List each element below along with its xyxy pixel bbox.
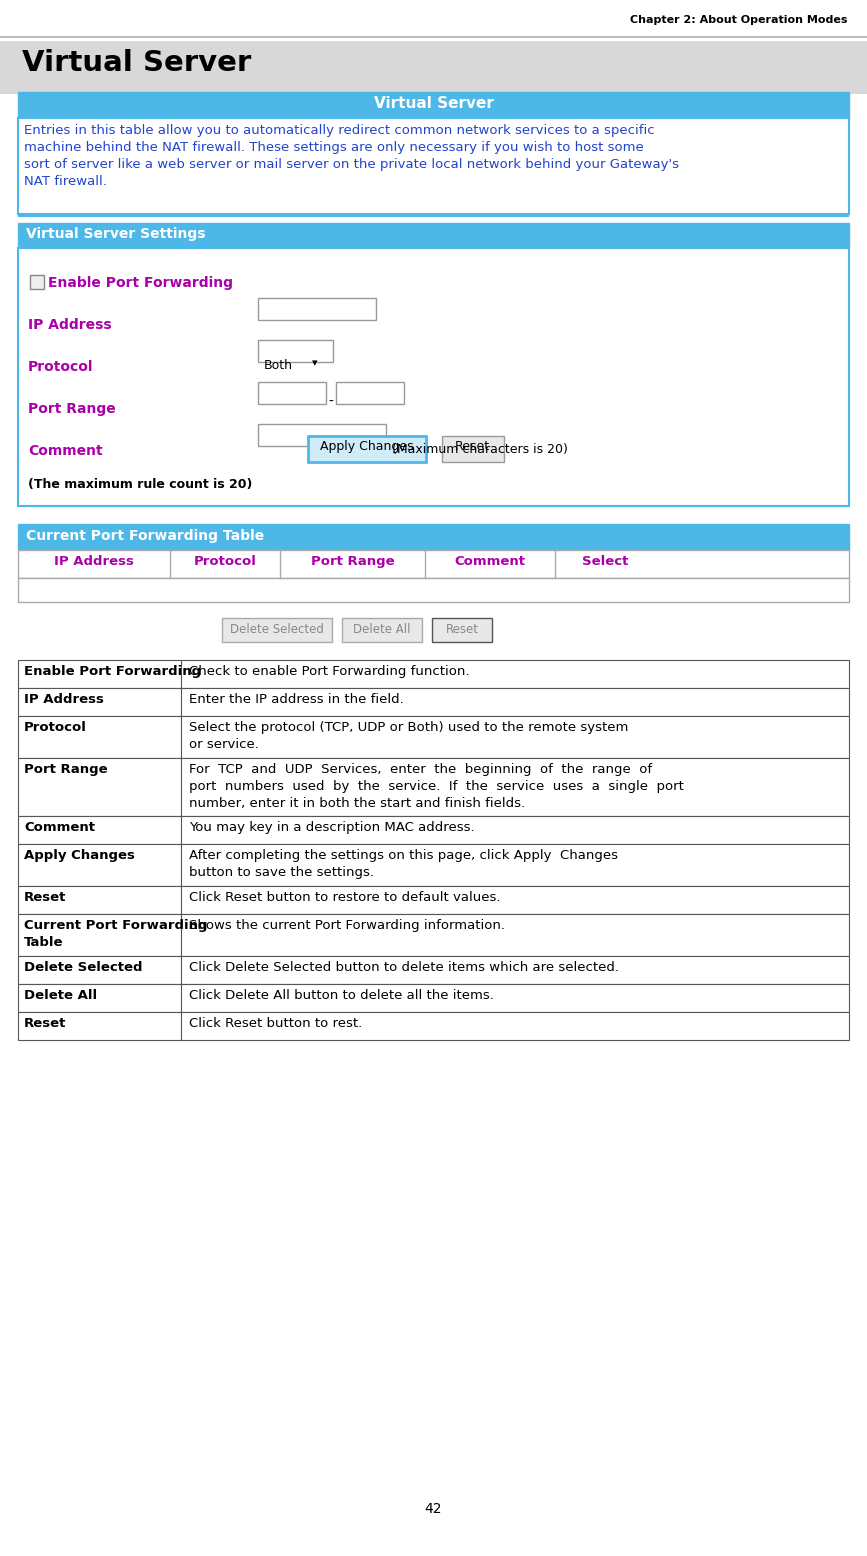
Bar (18, 758, 849, 815)
Text: Port Range: Port Range (24, 762, 108, 776)
Text: After completing the settings on this page, click Apply  Changes
button to save : After completing the settings on this pa… (189, 850, 618, 879)
Text: Port Range: Port Range (28, 401, 116, 415)
Text: Delete All: Delete All (353, 622, 411, 636)
Text: Current Port Forwarding
Table: Current Port Forwarding Table (24, 920, 207, 949)
Bar (258, 383, 326, 405)
Text: Check to enable Port Forwarding function.: Check to enable Port Forwarding function… (189, 664, 470, 678)
Text: Click Reset button to restore to default values.: Click Reset button to restore to default… (189, 892, 500, 904)
Bar (18, 955, 849, 983)
Text: Apply Changes: Apply Changes (320, 440, 414, 453)
Text: Entries in this table allow you to automatically redirect common network service: Entries in this table allow you to autom… (24, 124, 679, 188)
Bar (18, 92, 849, 118)
Text: Apply Changes: Apply Changes (24, 850, 135, 862)
Text: (The maximum rule count is 20): (The maximum rule count is 20) (28, 478, 252, 492)
Text: Virtual Server Settings: Virtual Server Settings (26, 227, 205, 241)
Bar (18, 660, 849, 688)
Bar (30, 275, 44, 289)
Bar (18, 524, 849, 549)
Text: Enable Port Forwarding: Enable Port Forwarding (24, 664, 201, 678)
Text: Enter the IP address in the field.: Enter the IP address in the field. (189, 692, 404, 706)
Bar (342, 618, 422, 643)
Text: Reset: Reset (446, 622, 479, 636)
Text: Enable Port Forwarding: Enable Port Forwarding (48, 275, 233, 289)
Bar (18, 688, 849, 716)
Text: Current Port Forwarding Table: Current Port Forwarding Table (26, 529, 264, 543)
Text: Virtual Server: Virtual Server (22, 48, 251, 76)
Text: Reset: Reset (455, 440, 490, 453)
Bar (258, 423, 386, 447)
Bar (18, 843, 849, 885)
Text: Click Reset button to rest.: Click Reset button to rest. (189, 1018, 362, 1030)
Bar (18, 215, 849, 216)
Bar (18, 983, 849, 1011)
Bar (18, 1011, 849, 1039)
Text: Reset: Reset (24, 892, 67, 904)
Bar (18, 815, 849, 843)
Text: Select the protocol (TCP, UDP or Both) used to the remote system
or service.: Select the protocol (TCP, UDP or Both) u… (189, 720, 629, 752)
Text: Protocol: Protocol (193, 555, 257, 568)
Bar (18, 223, 849, 247)
Text: Click Delete All button to delete all the items.: Click Delete All button to delete all th… (189, 990, 494, 1002)
Text: Comment: Comment (24, 822, 95, 834)
Bar (0, 36, 867, 37)
Bar (0, 40, 867, 93)
Text: 42: 42 (425, 1502, 442, 1516)
Text: Protocol: Protocol (28, 359, 94, 373)
Text: Port Range: Port Range (310, 555, 394, 568)
Text: You may key in a description MAC address.: You may key in a description MAC address… (189, 822, 474, 834)
Text: Chapter 2: About Operation Modes: Chapter 2: About Operation Modes (630, 16, 848, 25)
Bar (308, 436, 426, 462)
Bar (441, 436, 504, 462)
Bar (18, 716, 849, 758)
Text: Comment: Comment (454, 555, 525, 568)
Bar (336, 383, 404, 405)
Text: Delete Selected: Delete Selected (24, 962, 142, 974)
Bar (258, 341, 333, 363)
Text: (Maximum characters is 20): (Maximum characters is 20) (392, 443, 568, 456)
Bar (258, 299, 376, 321)
Bar (18, 549, 849, 577)
Text: Click Delete Selected button to delete items which are selected.: Click Delete Selected button to delete i… (189, 962, 619, 974)
Bar (18, 577, 849, 602)
Bar (432, 618, 492, 643)
Text: Protocol: Protocol (24, 720, 87, 734)
Bar (18, 885, 849, 913)
Text: For  TCP  and  UDP  Services,  enter  the  beginning  of  the  range  of
port  n: For TCP and UDP Services, enter the begi… (189, 762, 684, 811)
Text: Virtual Server: Virtual Server (374, 96, 493, 110)
Text: Shows the current Port Forwarding information.: Shows the current Port Forwarding inform… (189, 920, 505, 932)
Bar (18, 913, 849, 955)
Text: Comment: Comment (28, 443, 102, 457)
Bar (18, 247, 849, 506)
Text: Delete All: Delete All (24, 990, 97, 1002)
Text: Select: Select (582, 555, 629, 568)
Text: IP Address: IP Address (24, 692, 104, 706)
Text: IP Address: IP Address (54, 555, 134, 568)
Text: Delete Selected: Delete Selected (230, 622, 324, 636)
Text: IP Address: IP Address (28, 317, 112, 331)
Text: Reset: Reset (24, 1018, 67, 1030)
Text: ▾: ▾ (312, 358, 317, 369)
Bar (18, 118, 849, 215)
Text: -: - (328, 395, 333, 409)
Text: Both: Both (264, 359, 293, 372)
Bar (222, 618, 332, 643)
